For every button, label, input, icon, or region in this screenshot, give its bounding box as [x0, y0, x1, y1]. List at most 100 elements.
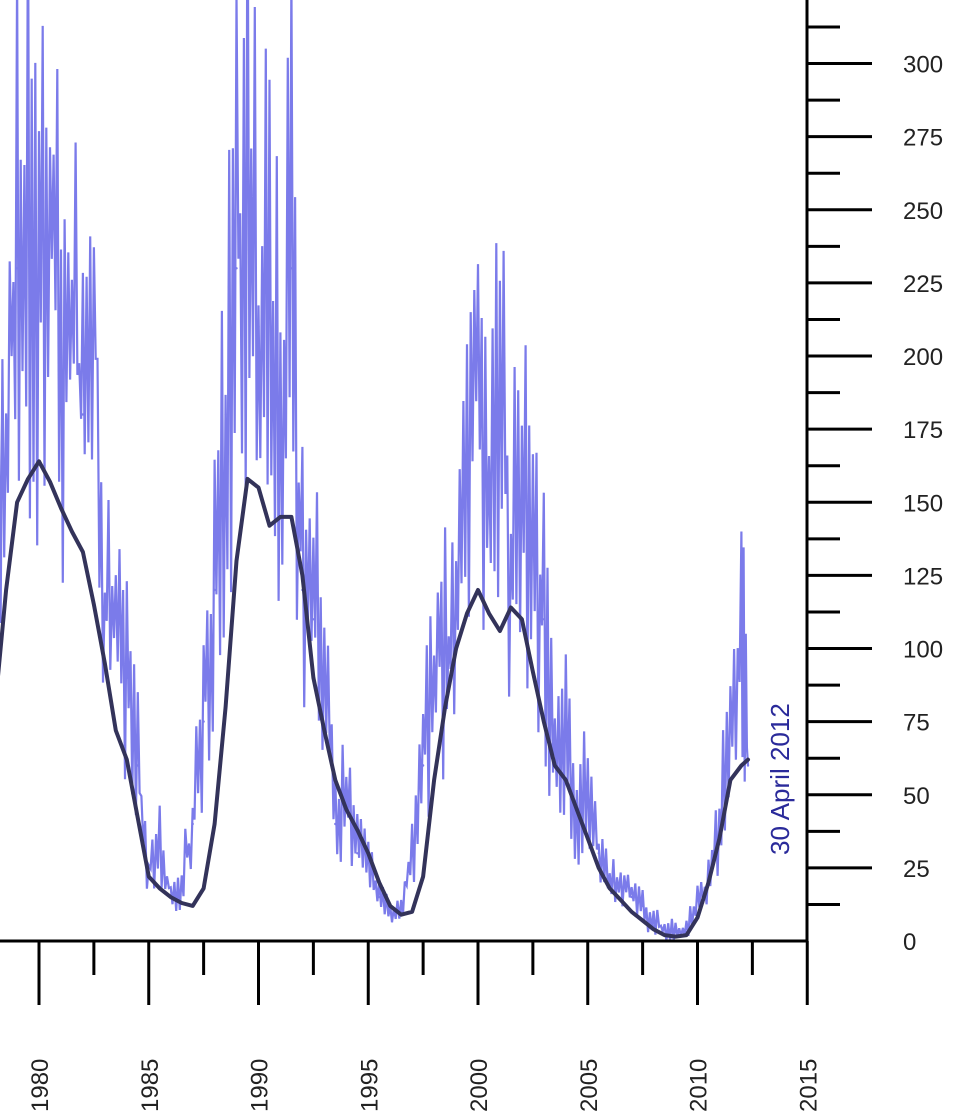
- y-tick-label: 300: [903, 52, 943, 79]
- monthly-point: [257, 325, 260, 328]
- monthly-point: [268, 237, 271, 241]
- smoothed-point: [169, 895, 173, 899]
- monthly-point: [498, 413, 502, 416]
- smoothed-point: [202, 886, 206, 890]
- smoothed-point: [213, 822, 217, 826]
- smoothed-point: [608, 886, 612, 890]
- monthly-point: [465, 442, 469, 445]
- smoothed-point: [498, 629, 502, 633]
- smoothed-point: [619, 898, 623, 902]
- x-tick-label: 1985: [137, 1059, 164, 1112]
- y-tick-label: 125: [903, 563, 943, 590]
- monthly-point: [443, 647, 447, 650]
- monthly-point: [59, 354, 63, 358]
- monthly-point: [323, 647, 326, 650]
- monthly-point: [26, 208, 30, 211]
- smoothed-point: [224, 705, 228, 709]
- monthly-point: [378, 895, 381, 899]
- smoothed-point: [92, 603, 96, 607]
- monthly-point: [410, 852, 414, 855]
- monthly-point: [345, 793, 348, 796]
- y-tick-label: 50: [903, 783, 930, 810]
- monthly-point: [564, 735, 567, 738]
- smoothed-point: [564, 778, 568, 782]
- smoothed-point: [322, 728, 326, 732]
- monthly-point: [334, 822, 337, 826]
- smoothed-point: [399, 913, 403, 917]
- monthly-point: [70, 325, 74, 328]
- smoothed-point: [344, 807, 348, 811]
- monthly-point: [630, 895, 633, 899]
- x-tick-label: 2010: [686, 1059, 713, 1112]
- smoothed-point: [586, 837, 590, 841]
- y-tick-label: 75: [903, 710, 930, 737]
- monthly-point: [454, 618, 458, 621]
- x-tick-label: 1995: [356, 1059, 383, 1112]
- smoothed-point: [641, 919, 645, 922]
- y-tick-label: 225: [903, 271, 943, 298]
- smoothed-point: [509, 606, 513, 609]
- monthly-point: [531, 530, 535, 533]
- monthly-point: [597, 852, 600, 855]
- monthly-point: [81, 413, 85, 416]
- smoothed-point: [377, 881, 381, 884]
- monthly-series-layer: [0, 0, 750, 942]
- smoothed-point: [366, 851, 370, 855]
- smoothed-point: [542, 720, 546, 724]
- smoothed-point: [235, 559, 238, 563]
- monthly-point: [586, 778, 589, 782]
- monthly-point: [4, 442, 8, 445]
- monthly-point: [48, 193, 52, 197]
- smoothed-point: [597, 866, 601, 870]
- smoothed-point: [531, 670, 535, 674]
- smoothed-point: [37, 459, 41, 463]
- smoothed-point: [728, 778, 732, 782]
- y-tick-label: 325: [903, 0, 943, 5]
- date-annotation: 30 April 2012: [765, 703, 795, 855]
- y-ticks: 0 25 50 75 100 125 150 175 200 225 250 275 300 325: [807, 0, 943, 956]
- x-ticks: 1980 1985 1990 1995 2000 2005 2010 2015: [27, 941, 822, 1112]
- monthly-point: [312, 618, 315, 621]
- monthly-point: [103, 618, 107, 621]
- smoothed-point: [355, 828, 359, 832]
- smoothed-point: [746, 758, 750, 762]
- x-tick-label: 1990: [247, 1059, 274, 1112]
- smoothed-point: [246, 477, 249, 481]
- monthly-point: [432, 676, 436, 679]
- smoothed-point: [257, 486, 260, 490]
- smoothed-point: [70, 530, 74, 533]
- monthly-point: [509, 559, 513, 562]
- monthly-point: [235, 267, 238, 270]
- smoothed-point: [147, 875, 151, 879]
- smoothed-point: [289, 515, 293, 519]
- y-tick-label: 0: [903, 929, 916, 956]
- smoothed-point: [739, 764, 743, 767]
- smoothed-point: [4, 588, 8, 592]
- smoothed-point: [48, 480, 52, 484]
- smoothed-point: [717, 837, 721, 841]
- monthly-point: [279, 442, 282, 445]
- smoothed-point: [575, 807, 579, 811]
- smoothed-series-line: [0, 459, 750, 939]
- smoothed-point: [454, 647, 458, 650]
- smoothed-point: [410, 910, 414, 914]
- monthly-point: [290, 267, 293, 270]
- x-tick-label: 1980: [27, 1059, 54, 1112]
- smoothed-point: [59, 506, 63, 510]
- monthly-point: [37, 267, 41, 270]
- smoothed-point: [652, 927, 656, 931]
- monthly-series-line: [0, 0, 750, 942]
- smoothed-point: [311, 676, 315, 680]
- smoothed-point: [333, 778, 337, 782]
- monthly-point: [696, 895, 699, 899]
- smoothed-point: [674, 935, 677, 939]
- monthly-point: [114, 588, 118, 592]
- x-tick-label: 2005: [576, 1059, 603, 1112]
- monthly-point: [202, 720, 205, 723]
- axes: [0, 0, 809, 943]
- monthly-point: [421, 764, 425, 767]
- x-tick-label: 2015: [795, 1059, 822, 1112]
- smoothed-point: [432, 778, 436, 782]
- monthly-point: [15, 267, 19, 270]
